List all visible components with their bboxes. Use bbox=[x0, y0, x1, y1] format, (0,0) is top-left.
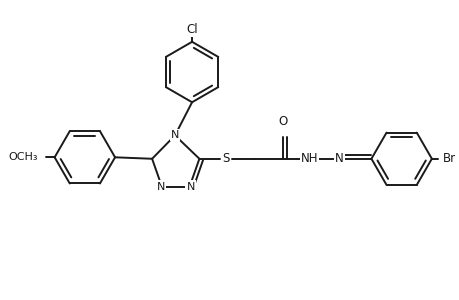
Text: OCH₃: OCH₃ bbox=[8, 152, 38, 162]
Text: S: S bbox=[222, 152, 230, 165]
Text: N: N bbox=[335, 152, 343, 165]
Text: Br: Br bbox=[442, 152, 455, 165]
Text: N: N bbox=[157, 182, 165, 192]
Text: Cl: Cl bbox=[186, 23, 197, 36]
Text: N: N bbox=[170, 130, 179, 140]
Text: O: O bbox=[278, 115, 287, 128]
Text: NH: NH bbox=[300, 152, 318, 165]
Text: N: N bbox=[186, 182, 194, 192]
